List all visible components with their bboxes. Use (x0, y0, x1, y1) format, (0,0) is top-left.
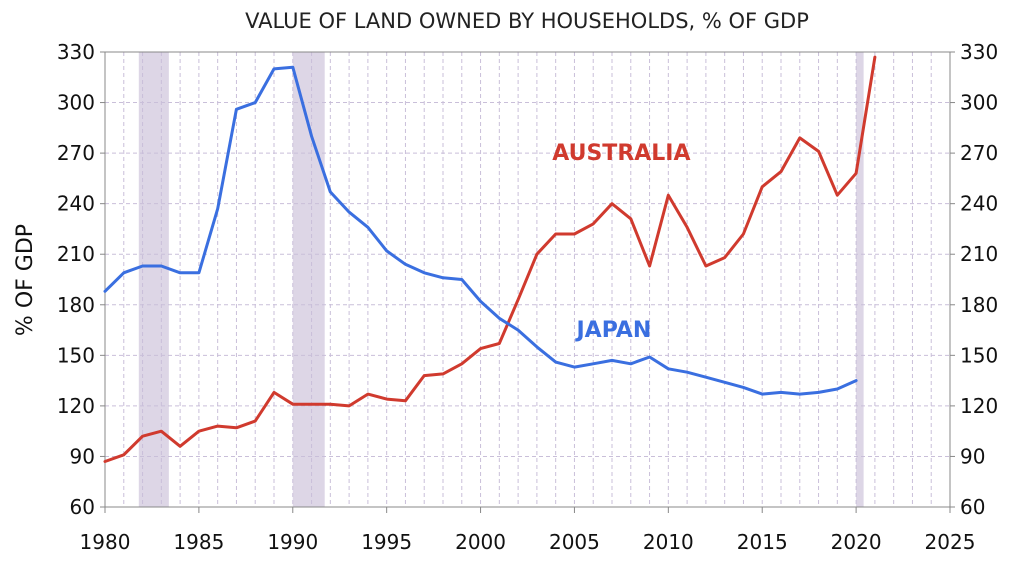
right-y-tick-label: 150 (960, 343, 998, 367)
left-y-tick-label: 90 (70, 444, 95, 468)
x-axis: 1980 1985 1990 1995 2000 2005 2010 2015 2020 2025 (80, 507, 976, 554)
right-y-axis: 60 90 120 150 180 210 240 270 300 330 (950, 40, 998, 519)
series-label-japan: JAPAN (574, 318, 651, 343)
shaded-period-2 (856, 52, 864, 507)
left-y-tick-label: 180 (57, 293, 95, 317)
right-y-tick-label: 90 (960, 444, 985, 468)
right-y-tick-label: 300 (960, 91, 998, 115)
left-y-tick-label: 240 (57, 192, 95, 216)
left-y-tick-label: 150 (57, 343, 95, 367)
shaded-periods (138, 52, 864, 507)
x-tick-label: 1980 (80, 530, 131, 554)
chart-title: VALUE OF LAND OWNED BY HOUSEHOLDS, % OF … (245, 9, 809, 33)
shaded-period-0 (138, 52, 169, 507)
right-y-tick-label: 120 (960, 394, 998, 418)
y-axis-label: % OF GDP (13, 224, 38, 336)
right-y-tick-label: 210 (960, 242, 998, 266)
left-y-tick-label: 120 (57, 394, 95, 418)
x-tick-label: 2005 (549, 530, 600, 554)
x-tick-label: 1985 (173, 530, 224, 554)
right-y-tick-label: 180 (960, 293, 998, 317)
left-y-tick-label: 270 (57, 141, 95, 165)
series-line-japan (103, 65, 858, 396)
right-y-tick-label: 270 (960, 141, 998, 165)
left-y-tick-label: 60 (70, 495, 95, 519)
left-y-axis: 60 90 120 150 180 210 240 270 300 330 (57, 40, 105, 519)
x-tick-label: 1990 (267, 530, 318, 554)
plot-frame (104, 51, 951, 508)
x-tick-label: 1995 (361, 530, 412, 554)
x-tick-label: 2000 (455, 530, 506, 554)
series-lines (103, 55, 877, 463)
left-y-tick-label: 330 (57, 40, 95, 64)
series-labels: AUSTRALIA JAPAN (552, 141, 690, 343)
right-y-tick-label: 240 (960, 192, 998, 216)
x-tick-label: 2010 (643, 530, 694, 554)
x-tick-label: 2015 (737, 530, 788, 554)
series-label-australia: AUSTRALIA (552, 141, 690, 166)
right-y-tick-label: 330 (960, 40, 998, 64)
x-tick-label: 2025 (925, 530, 976, 554)
series-line-australia (103, 55, 877, 463)
x-tick-label: 2020 (831, 530, 882, 554)
gridlines (105, 52, 950, 507)
left-y-tick-label: 300 (57, 91, 95, 115)
right-y-tick-label: 60 (960, 495, 985, 519)
left-y-tick-label: 210 (57, 242, 95, 266)
